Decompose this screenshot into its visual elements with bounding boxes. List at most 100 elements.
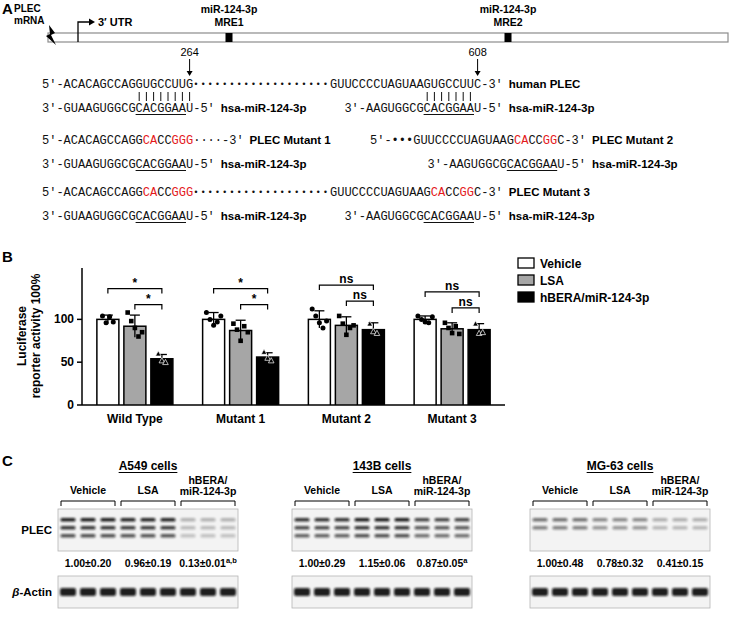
error-bar (236, 320, 246, 341)
plec-band (573, 518, 588, 522)
base-pair (139, 92, 140, 101)
actin-band (672, 588, 688, 596)
plec-band (161, 526, 176, 530)
actin-band (140, 588, 156, 596)
site-arrow-head (475, 71, 481, 76)
plec-band (295, 518, 310, 522)
cap-mark (46, 25, 56, 45)
mre-name: MRE1 (214, 16, 243, 28)
actin-band (334, 588, 350, 596)
error-bar (314, 311, 324, 328)
plec-band (653, 518, 668, 522)
quantification: 0.78±0.32 (597, 557, 644, 569)
point (111, 319, 116, 324)
blot-actin (292, 576, 472, 608)
plec-band (673, 518, 688, 522)
point (242, 324, 247, 329)
legend-swatch (518, 258, 534, 268)
mrna-bar (48, 33, 728, 42)
bar (97, 319, 119, 405)
plec-band (101, 518, 116, 522)
base-pair (182, 92, 183, 101)
plot-marks (97, 307, 490, 405)
mirna-label: hsa-miR-124-3p (221, 210, 307, 222)
quantification-value: 1.00±0.29 (299, 557, 346, 569)
utr-arrow (78, 22, 89, 42)
sequence: U-5′ (186, 210, 215, 224)
base-pair (441, 92, 442, 101)
plec-band (221, 534, 236, 538)
panel-a: APLECmRNA3′ UTRmiR-124-3pMRE1miR-124-3pM… (2, 0, 728, 224)
point (238, 338, 243, 343)
loading-label-part: β (11, 586, 19, 598)
seed-underline (136, 170, 186, 171)
group-bracket (415, 501, 469, 506)
actin-band (414, 588, 430, 596)
sequence: CA (514, 134, 529, 148)
point (446, 326, 451, 331)
plec-band (355, 518, 370, 522)
group-bracket (61, 501, 115, 506)
sequence: GUUCCCCUAGUAAG (330, 186, 431, 200)
group-bracket (653, 501, 707, 506)
axis-title: reporter activity 100% (29, 273, 43, 398)
actin-band (572, 588, 588, 596)
group-bracket (121, 501, 175, 506)
plec-band (141, 518, 156, 522)
plec-band (121, 526, 136, 530)
plec-band (415, 534, 430, 538)
loading-label-part: -Actin (19, 586, 52, 598)
mirna-label: hsa-miR-124-3p (509, 102, 595, 114)
construct: 5′-•••GUUCCCCUAGUAAGCACCGGC-3′3′-AAGUGGC… (370, 134, 678, 172)
blot-plec (292, 509, 472, 551)
point (337, 314, 342, 319)
blot-actin (530, 576, 710, 608)
legend-swatch (518, 292, 534, 302)
panel-label: B (2, 248, 13, 265)
plec-band (553, 526, 568, 530)
plec-band (455, 518, 470, 522)
point (457, 332, 462, 337)
plec-band (375, 534, 390, 538)
plec-band (61, 526, 76, 530)
quantification-value: 1.00±0.20 (65, 557, 112, 569)
plec-band (415, 526, 430, 530)
sequence: 3′-AAGUGGCG (344, 210, 423, 224)
x-tick-label: Mutant 2 (322, 412, 372, 426)
plec-band (613, 518, 628, 522)
panel-c: CPLECβ-ActinA549 cellsVehicleLSAhBERA/mi… (2, 452, 710, 608)
utr-label: 3′ UTR (98, 16, 132, 28)
blot-plec (530, 509, 710, 551)
title-underline (353, 472, 412, 473)
base-pair (168, 92, 169, 101)
plec-band (61, 534, 76, 538)
base-pair (427, 92, 428, 101)
seed-underline (136, 222, 186, 223)
mre-mirna: miR-124-3p (480, 3, 537, 15)
point (140, 330, 145, 335)
actin-band (100, 588, 116, 596)
site-arrow (189, 59, 190, 72)
sequence: 5′-ACACAGCCAGGUGCCUUG (42, 78, 193, 92)
plec-band (533, 526, 548, 530)
sequence: CACGGAA (424, 210, 475, 224)
legend-label: LSA (540, 274, 564, 288)
group-label: Vehicle (304, 484, 340, 496)
plec-band (455, 534, 470, 538)
sequence: CACGGAA (136, 158, 187, 172)
blot: 143B cellsVehicleLSAhBERA/miR-124-3p1.00… (292, 459, 472, 608)
sequence: 3′-AAGUGGCG (428, 158, 507, 172)
plec-band (573, 526, 588, 530)
mirna-label: hsa-miR-124-3p (592, 158, 678, 170)
plec-band (375, 518, 390, 522)
bar (441, 329, 463, 405)
plec-band (435, 534, 450, 538)
bar (414, 319, 436, 405)
base-pair (456, 92, 457, 101)
sequence: CC (528, 134, 542, 148)
superscript: a (463, 556, 468, 565)
construct-label: PLEC Mutant 3 (509, 186, 590, 198)
actin-band (612, 588, 628, 596)
point (265, 355, 271, 360)
point (107, 314, 112, 319)
